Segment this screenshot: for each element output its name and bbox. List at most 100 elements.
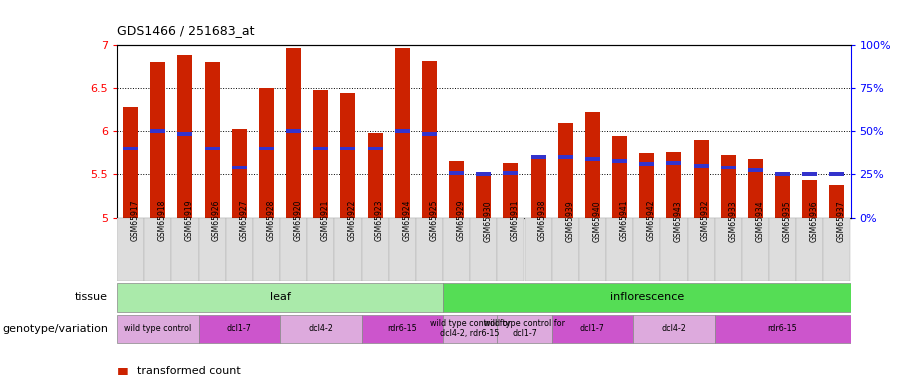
Bar [558, 155, 572, 159]
Bar [796, 217, 824, 281]
Text: GSM65917: GSM65917 [130, 200, 140, 242]
Text: GSM65932: GSM65932 [701, 200, 710, 242]
Text: GSM65942: GSM65942 [647, 200, 656, 242]
Text: GSM65935: GSM65935 [783, 200, 792, 242]
Text: rdr6-15: rdr6-15 [387, 324, 417, 333]
Text: GSM65933: GSM65933 [728, 200, 737, 242]
Bar [123, 147, 138, 150]
Bar [340, 147, 356, 150]
Text: GSM65937: GSM65937 [837, 200, 846, 242]
Bar [721, 154, 735, 218]
Bar [769, 217, 796, 281]
Bar [830, 172, 844, 176]
Text: inflorescence: inflorescence [609, 291, 684, 302]
Bar [715, 315, 850, 344]
Bar [280, 217, 307, 281]
Bar [117, 217, 144, 281]
Text: GSM65922: GSM65922 [348, 200, 357, 242]
Bar [585, 157, 600, 161]
Text: GSM65943: GSM65943 [674, 200, 683, 242]
Bar [498, 217, 525, 281]
Bar [639, 162, 654, 166]
Bar [824, 217, 850, 281]
Bar [476, 172, 491, 217]
Bar [340, 93, 356, 218]
Bar [286, 48, 302, 217]
Text: GSM65918: GSM65918 [158, 200, 166, 242]
Bar [117, 283, 443, 312]
Bar [171, 217, 199, 281]
Text: rdr6-15: rdr6-15 [768, 324, 797, 333]
Bar [531, 155, 545, 159]
Bar [177, 56, 193, 217]
Bar [748, 159, 763, 218]
Bar [286, 129, 302, 133]
Bar [470, 217, 498, 281]
Text: GSM65939: GSM65939 [565, 200, 574, 242]
Bar [177, 132, 193, 136]
Bar [204, 62, 220, 217]
Text: GDS1466 / 251683_at: GDS1466 / 251683_at [117, 24, 255, 38]
Bar [422, 60, 436, 217]
Bar [443, 283, 850, 312]
Text: dcl1-7: dcl1-7 [227, 324, 252, 333]
Bar [259, 147, 274, 150]
Text: GSM65923: GSM65923 [375, 200, 384, 242]
Bar [150, 129, 166, 133]
Text: GSM65919: GSM65919 [184, 200, 194, 242]
Bar [612, 159, 627, 164]
Bar [395, 129, 410, 133]
Text: wild type control for
dcl1-7: wild type control for dcl1-7 [484, 319, 565, 338]
Bar [395, 48, 410, 217]
Text: tissue: tissue [75, 292, 108, 302]
Text: dcl4-2: dcl4-2 [309, 324, 333, 333]
Bar [123, 107, 138, 218]
Bar [226, 217, 253, 281]
Bar [552, 217, 579, 281]
Bar [694, 140, 708, 218]
Bar [558, 123, 572, 218]
Bar [525, 217, 552, 281]
Text: dcl1-7: dcl1-7 [580, 324, 605, 333]
Bar [367, 133, 382, 218]
Bar [688, 217, 715, 281]
Text: GSM65941: GSM65941 [619, 200, 628, 242]
Bar [253, 217, 280, 281]
Bar [742, 217, 769, 281]
Text: wild type control for
dcl4-2, rdr6-15: wild type control for dcl4-2, rdr6-15 [429, 319, 510, 338]
Bar [802, 180, 817, 218]
Bar [199, 217, 226, 281]
Bar [334, 217, 362, 281]
Bar [416, 217, 443, 281]
Bar [443, 315, 498, 344]
Bar [552, 315, 634, 344]
Text: transformed count: transformed count [137, 366, 240, 375]
Bar [367, 147, 382, 150]
Bar [443, 217, 470, 281]
Bar [449, 171, 464, 175]
Bar [144, 217, 171, 281]
Text: GSM65920: GSM65920 [293, 200, 302, 242]
Text: GSM65927: GSM65927 [239, 200, 248, 242]
Bar [503, 163, 518, 218]
Text: GSM65924: GSM65924 [402, 200, 411, 242]
Text: ■: ■ [117, 365, 129, 375]
Bar [204, 147, 220, 150]
Text: GSM65929: GSM65929 [456, 200, 465, 242]
Bar [280, 315, 362, 344]
Text: GSM65921: GSM65921 [320, 200, 329, 242]
Bar [802, 172, 817, 176]
Bar [362, 315, 443, 344]
Bar [775, 172, 790, 176]
Text: GSM65930: GSM65930 [484, 200, 493, 242]
Bar [715, 217, 742, 281]
Bar [775, 176, 790, 218]
Bar [666, 161, 681, 165]
Bar [634, 315, 715, 344]
Bar [362, 217, 389, 281]
Bar [634, 217, 661, 281]
Text: GSM65926: GSM65926 [212, 200, 221, 242]
Text: dcl4-2: dcl4-2 [662, 324, 687, 333]
Bar [498, 315, 552, 344]
Bar [476, 172, 491, 176]
